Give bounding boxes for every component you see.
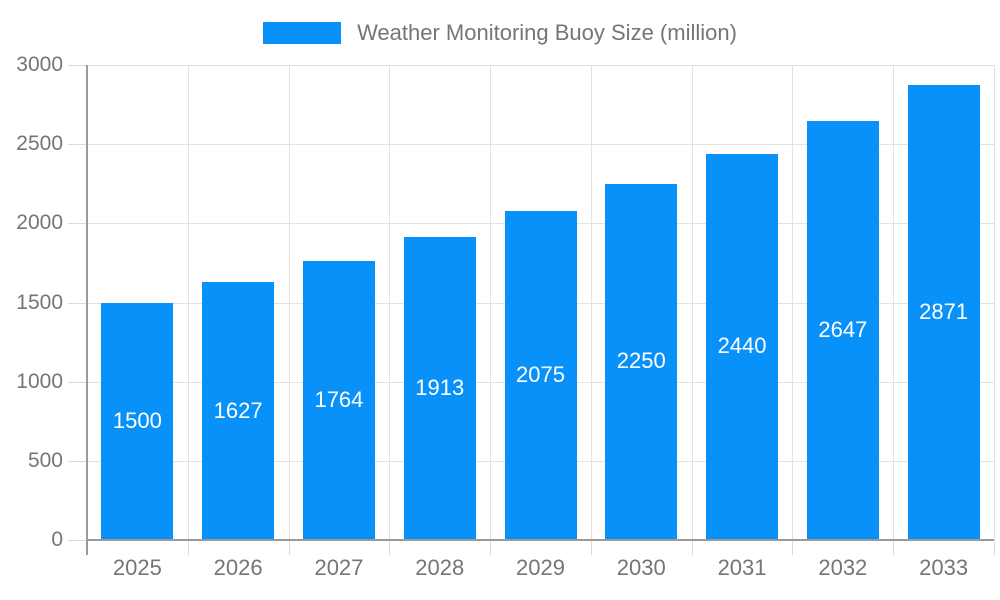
plot-area: 0 500 1000 1500 2000 2500 3000 1500 2025 1627 2026…: [16, 53, 995, 580]
y-axis-tick: [68, 144, 87, 146]
x-axis-label: 2031: [717, 555, 767, 580]
y-axis-label: 2000: [16, 211, 63, 235]
x-axis-label: 2032: [818, 555, 868, 580]
x-axis-tick: [792, 540, 794, 555]
bar: 1500: [101, 302, 174, 539]
bar: 2871: [907, 85, 980, 539]
x-axis-label: 2033: [919, 555, 969, 580]
bar: 2440: [706, 153, 779, 539]
legend-swatch: [263, 22, 342, 44]
x-axis-tick: [691, 540, 693, 555]
x-axis-tick: [590, 540, 592, 555]
gridline-vertical: [288, 65, 290, 540]
y-axis-tick: [68, 540, 87, 541]
bar-value-label: 2250: [616, 348, 666, 374]
chart-legend: Weather Monitoring Buoy Size (million): [0, 20, 1000, 46]
bar: 1913: [403, 237, 476, 539]
gridline-vertical: [691, 65, 693, 540]
bar-value-label: 2647: [818, 316, 868, 342]
x-axis-label: 2028: [415, 555, 465, 580]
bar: 1764: [302, 260, 375, 539]
y-axis-label: 2500: [16, 132, 63, 156]
bar: 2250: [605, 183, 678, 539]
bar-value-label: 2075: [516, 362, 565, 388]
x-axis-label: 2025: [112, 555, 162, 580]
y-axis-tick: [68, 65, 87, 66]
chart-title: Weather Monitoring Buoy Size (million): [357, 20, 737, 45]
x-axis-tick: [490, 540, 492, 555]
y-axis-label: 0: [51, 528, 63, 551]
bar-value-label: 1500: [112, 407, 162, 433]
gridline-vertical: [187, 65, 189, 540]
bar: 2647: [806, 120, 879, 539]
y-axis-label: 1000: [16, 369, 63, 393]
bar-value-label: 2440: [717, 333, 767, 359]
y-axis-tick: [68, 223, 87, 225]
y-axis-label: 500: [27, 448, 63, 472]
x-axis-tick: [893, 540, 895, 555]
bar-value-label: 2871: [919, 299, 969, 325]
bar-value-label: 1627: [213, 397, 263, 423]
gridline-vertical: [490, 65, 492, 540]
bar: 2075: [504, 211, 577, 539]
gridline-horizontal: [87, 144, 994, 146]
y-axis-label: 3000: [16, 53, 63, 76]
y-axis-line: [86, 65, 88, 555]
y-axis-tick: [68, 460, 87, 462]
x-axis-label: 2029: [516, 555, 565, 580]
bar-value-label: 1764: [314, 386, 364, 412]
x-axis-tick: [389, 540, 391, 555]
gridline-vertical: [893, 65, 895, 540]
x-axis-label: 2027: [314, 555, 364, 580]
x-axis-line: [87, 539, 994, 541]
gridline-vertical: [792, 65, 794, 540]
x-axis-tick: [288, 540, 290, 555]
x-axis-label: 2026: [213, 555, 263, 580]
gridline-vertical: [994, 65, 995, 540]
bar: 1627: [202, 282, 275, 539]
y-axis-label: 1500: [16, 290, 63, 314]
gridline-vertical: [590, 65, 592, 540]
gridline-vertical: [389, 65, 391, 540]
bar-value-label: 1913: [415, 375, 465, 401]
x-axis-tick: [994, 540, 995, 555]
y-axis-tick: [68, 381, 87, 383]
x-axis-label: 2030: [616, 555, 666, 580]
x-axis-tick: [187, 540, 189, 555]
y-axis-tick: [68, 302, 87, 304]
gridline-horizontal: [87, 65, 994, 66]
